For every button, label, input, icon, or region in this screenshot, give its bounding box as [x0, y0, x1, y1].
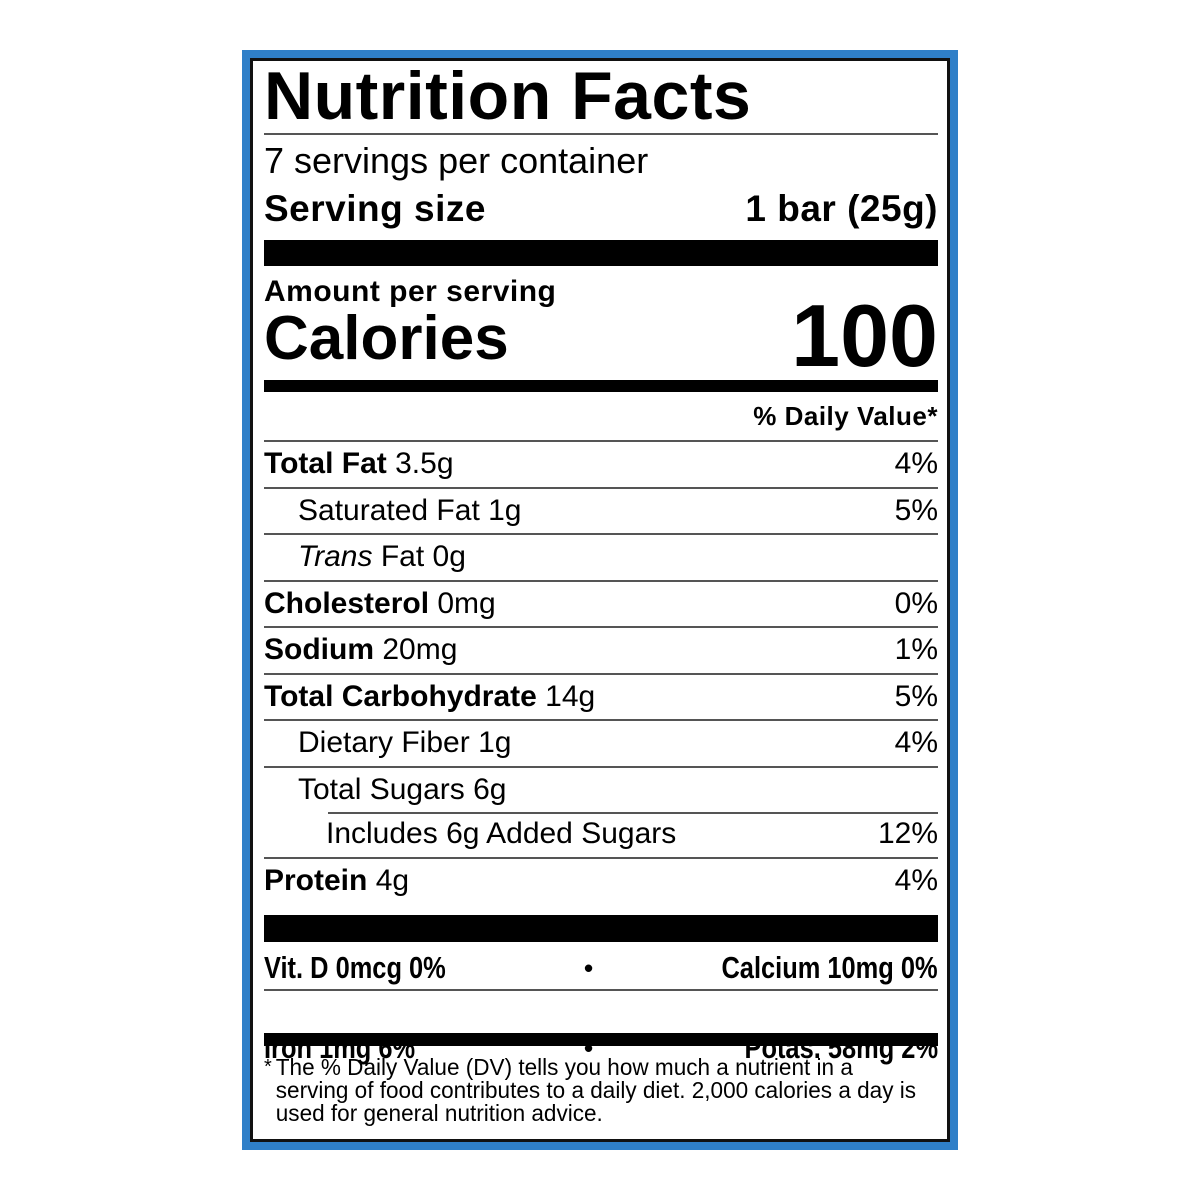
amount-per-serving: Amount per serving [264, 275, 557, 308]
label-title: Nutrition Facts [264, 58, 752, 134]
nutrient-dv: 4% [894, 863, 938, 897]
calcium: Calcium 10mg 0% [721, 950, 938, 985]
nutrient-name: Total Sugars [298, 772, 465, 806]
nutrient-name: Protein [264, 863, 368, 897]
calories-row: Calories 100 [264, 286, 938, 385]
nutrient-dv: 12% [877, 817, 938, 851]
divider [264, 989, 938, 991]
nutrient-row-saturated-fat: Saturated Fat 1g 5% [264, 489, 938, 535]
nutrient-dv: 0% [894, 586, 938, 620]
nutrient-amount: 1g [478, 726, 512, 760]
medium-divider [264, 1033, 938, 1046]
daily-value-header: % Daily Value* [753, 401, 938, 431]
nutrient-amount: 6g [473, 772, 507, 806]
nutrient-row-total-fat: Total Fat 3.5g 4% [264, 442, 938, 489]
nutrient-name: Cholesterol [264, 586, 430, 620]
servings-per-container: 7 servings per container [264, 140, 649, 181]
nutrient-amount: 1g [488, 493, 522, 527]
serving-size-label: Serving size [264, 188, 486, 229]
footnote: * The % Daily Value (DV) tells you how m… [264, 1056, 938, 1125]
nutrient-amount: 14g [545, 679, 596, 713]
footnote-mark: * [264, 1056, 272, 1078]
vitamin-d: Vit. D 0mcg 0% [264, 950, 446, 985]
nutrient-dv: 1% [894, 633, 938, 667]
nutrient-name-italic: Trans [298, 540, 373, 574]
nutrient-table: Total Fat 3.5g 4% Saturated Fat 1g 5% Tr… [264, 442, 938, 903]
serving-size-value: 1 bar (25g) [745, 188, 938, 229]
nutrient-name: Fat [380, 540, 425, 574]
nutrient-name: Total Fat [264, 447, 387, 481]
nutrient-amount: 0mg [437, 586, 496, 620]
nutrient-name: Total Carbohydrate [264, 679, 537, 713]
thick-divider [264, 240, 938, 266]
medium-divider [264, 380, 938, 392]
vitamin-row: Vit. D 0mcg 0% • Calcium 10mg 0% [264, 948, 938, 988]
divider [264, 440, 938, 442]
thick-divider [264, 915, 938, 942]
label-inner-border [250, 58, 950, 1142]
nutrient-dv: 5% [894, 679, 938, 713]
nutrient-name: Sodium [264, 633, 374, 667]
nutrient-dv: 4% [894, 726, 938, 760]
nutrient-row-cholesterol: Cholesterol 0mg 0% [264, 582, 938, 628]
nutrient-row-trans-fat: Trans Fat 0g [264, 535, 938, 582]
nutrient-row-added-sugars: Includes 6g Added Sugars 12% [264, 812, 938, 859]
bullet-separator: • [584, 952, 594, 983]
nutrient-dv: 5% [894, 493, 938, 527]
nutrient-amount: 3.5g [395, 447, 454, 481]
calories-label: Calories [264, 304, 509, 373]
nutrient-row-total-sugars: Total Sugars 6g [264, 768, 938, 814]
nutrient-name: Includes 6g Added Sugars [326, 817, 677, 851]
nutrient-name: Dietary Fiber [298, 726, 470, 760]
nutrient-row-sodium: Sodium 20mg 1% [264, 628, 938, 675]
nutrient-row-dietary-fiber: Dietary Fiber 1g 4% [264, 721, 938, 768]
nutrient-amount: 20mg [382, 633, 458, 667]
serving-size-row: Serving size 1 bar (25g) [264, 184, 938, 234]
nutrient-row-total-carbohydrate: Total Carbohydrate 14g 5% [264, 675, 938, 721]
nutrient-amount: 0g [432, 540, 466, 574]
footnote-text: The % Daily Value (DV) tells you how muc… [275, 1054, 917, 1126]
label-frame [242, 50, 958, 1150]
nutrient-dv: 4% [894, 447, 938, 481]
divider [264, 133, 938, 135]
nutrient-row-protein: Protein 4g 4% [264, 859, 938, 904]
nutrient-amount: 4g [375, 863, 410, 897]
calories-value: 100 [791, 286, 938, 385]
nutrient-name: Saturated Fat [298, 493, 480, 527]
bullet-separator: • [584, 1032, 594, 1063]
